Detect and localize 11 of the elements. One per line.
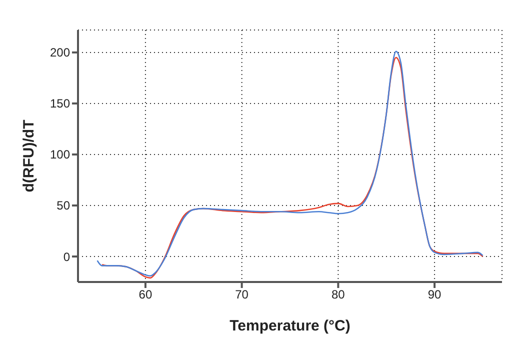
y-tick-label: 100 [50,148,70,162]
x-tick-label: 60 [138,288,152,302]
y-axis-title: d(RFU)/dT [20,120,38,192]
y-tick-label: 0 [63,250,70,264]
x-tick-label: 90 [428,288,442,302]
y-tick-label: 50 [56,198,70,213]
y-tick-label: 150 [50,96,70,111]
x-tick-label: 80 [332,288,346,302]
x-tick-label: 70 [235,288,249,302]
y-tick-label: 200 [50,46,70,60]
x-axis-title: Temperature (°C) [230,318,350,335]
